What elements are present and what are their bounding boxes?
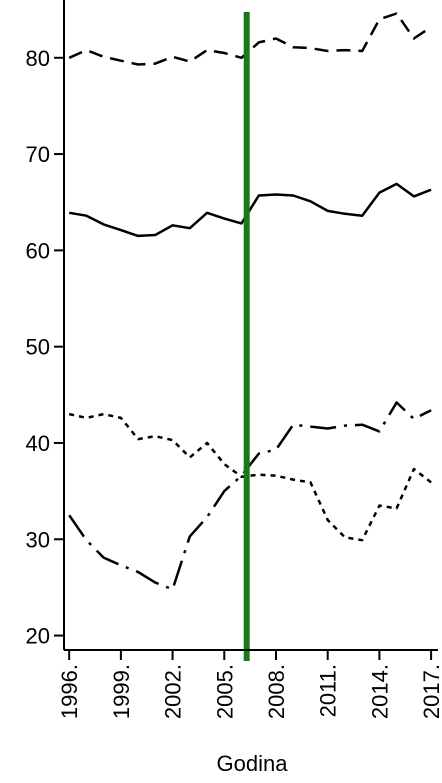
x-tick-label: 2002.	[161, 664, 186, 719]
x-tick-label: 2014.	[367, 664, 392, 719]
x-axis-title: Godina	[217, 751, 289, 776]
series-line-longdash-dot	[68, 401, 432, 591]
series-layer	[68, 12, 432, 591]
series-line-solid	[68, 182, 432, 238]
y-tick-label: 40	[26, 431, 50, 456]
y-tick-label: 50	[26, 335, 50, 360]
x-tick-label: 2017.	[419, 664, 442, 719]
y-tick-label: 80	[26, 46, 50, 71]
y-tick-label: 70	[26, 142, 50, 167]
x-tick-label: 1996.	[57, 664, 82, 719]
series-line-dotted	[68, 412, 432, 542]
y-tick-label: 20	[26, 624, 50, 649]
x-tick-label: 1999.	[109, 664, 134, 719]
x-tick-label: 2005.	[212, 664, 237, 719]
x-tick-label: 2011.	[316, 664, 341, 717]
y-tick-label: 30	[26, 527, 50, 552]
y-tick-label: 60	[26, 238, 50, 263]
x-tick-label: 2008.	[264, 664, 289, 719]
axes-layer: 20 30 40 50 60 70 80 1996. 1999. 2002. 2005. 2008. 2…	[26, 0, 442, 719]
